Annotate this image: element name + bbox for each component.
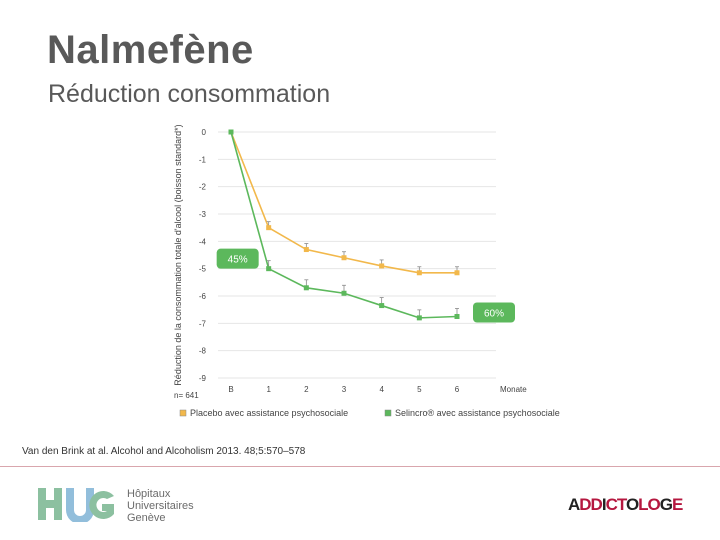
- x-tick-label: 4: [379, 385, 384, 394]
- data-point: [379, 303, 385, 309]
- data-point: [228, 129, 234, 135]
- data-point: [341, 290, 347, 296]
- data-point: [416, 315, 422, 321]
- legend-swatch: [179, 409, 187, 417]
- y-tick-label: 0: [202, 128, 207, 137]
- legend-swatch: [384, 409, 392, 417]
- data-point: [379, 263, 385, 269]
- footer-divider: [0, 466, 720, 467]
- citation: Van den Brink at al. Alcohol and Alcohol…: [22, 446, 306, 457]
- hug-line: Genève: [127, 512, 166, 524]
- y-tick-label: -2: [199, 183, 207, 192]
- x-tick-label: B: [228, 385, 233, 394]
- data-point: [303, 247, 309, 253]
- data-point: [266, 266, 272, 272]
- legend-label: Selincro® avec assistance psychosociale: [395, 408, 560, 418]
- y-tick-label: -7: [199, 319, 207, 328]
- data-point: [341, 255, 347, 261]
- sample-size-note: n= 641: [174, 391, 199, 400]
- y-tick-label: -1: [199, 155, 207, 164]
- y-tick-label: -5: [199, 265, 207, 274]
- annotation-badge: [473, 302, 515, 323]
- addictologie-logo: ADDICTOLOGE: [568, 495, 683, 514]
- data-point: [266, 225, 272, 231]
- slide-subtitle: Réduction consommation: [48, 80, 331, 108]
- y-tick-label: -8: [199, 347, 207, 356]
- y-tick-label: -3: [199, 210, 207, 219]
- x-tick-label: 3: [342, 385, 347, 394]
- y-tick-label: -6: [199, 292, 207, 301]
- annotation-label: 45%: [228, 255, 248, 266]
- line-chart: 0 -1 -2 -3 -4 -5 -6 -7 -8 -9 B 1 2 3 4 5 6 Monate n= 641 Ré…: [173, 124, 560, 418]
- y-tick-label: -4: [199, 237, 207, 246]
- data-point: [416, 270, 422, 276]
- slide-title: Nalmefène: [47, 28, 254, 72]
- data-point: [454, 270, 460, 276]
- x-tick-label: 5: [417, 385, 422, 394]
- x-tick-label: 6: [455, 385, 460, 394]
- y-axis-label: Réduction de la consommation totale d'al…: [173, 124, 183, 385]
- annotation-badge: [216, 248, 259, 269]
- x-tick-label: 2: [304, 385, 309, 394]
- annotation-label: 60%: [484, 309, 504, 320]
- legend-label: Placebo avec assistance psychosociale: [190, 408, 348, 418]
- data-point: [454, 314, 460, 319]
- hug-name: Hôpitaux Universitaires Genève: [127, 488, 194, 524]
- data-point: [303, 285, 309, 291]
- y-tick-label: -9: [199, 374, 207, 383]
- x-tick-label: 1: [266, 385, 271, 394]
- hug-logo: [38, 488, 114, 522]
- hug-line: Universitaires: [127, 500, 194, 512]
- hug-line: Hôpitaux: [127, 488, 171, 500]
- x-axis-label: Monate: [500, 385, 527, 394]
